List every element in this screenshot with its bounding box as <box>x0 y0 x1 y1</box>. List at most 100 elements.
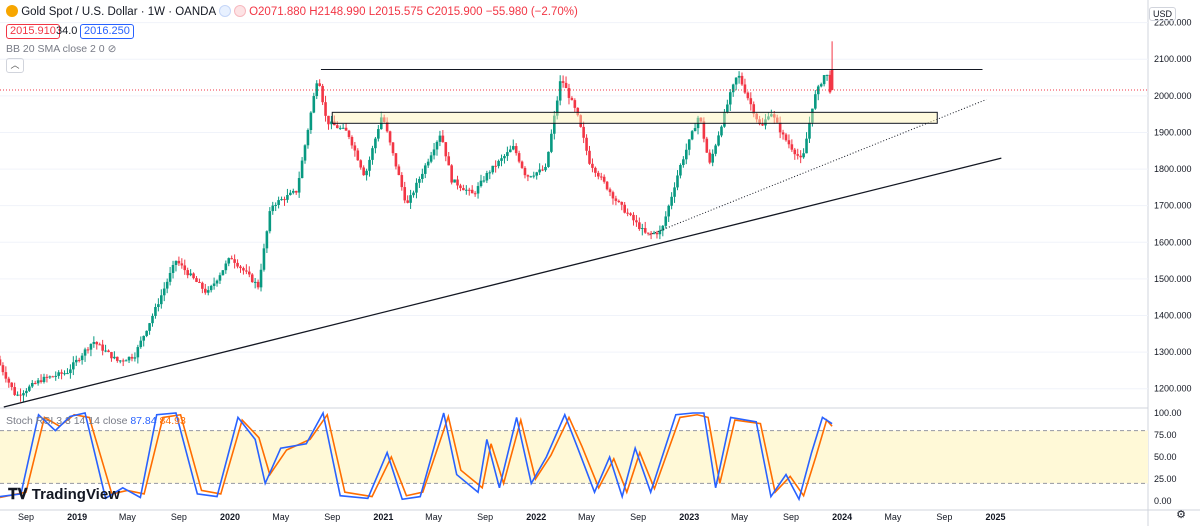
candle-body <box>253 281 257 283</box>
candle-body <box>121 360 125 362</box>
time-tick-label: 2021 <box>373 512 393 522</box>
candle-body <box>180 263 184 266</box>
candle-body <box>19 394 22 396</box>
stoch-d-line <box>0 412 833 499</box>
candle-body <box>136 347 140 358</box>
candle-body <box>45 376 49 378</box>
candle-body <box>385 121 389 132</box>
candle-body <box>497 160 500 167</box>
flag-icon[interactable] <box>233 5 246 17</box>
candle-body <box>421 173 424 179</box>
stoch-tick-label: 25.00 <box>1154 474 1177 484</box>
candle-body <box>397 166 401 176</box>
dotted-trendline <box>649 99 987 236</box>
bid-price-box[interactable]: 2015.910 <box>6 24 60 39</box>
candle-body <box>1 365 5 373</box>
time-tick-label: Sep <box>783 512 799 522</box>
candle-body <box>274 204 277 206</box>
stoch-k-value: 87.84 <box>130 415 157 427</box>
candle-body <box>500 158 503 161</box>
candle-body <box>22 393 25 396</box>
eye-off-icon[interactable]: ⊘ <box>107 43 117 55</box>
candle-body <box>547 151 550 167</box>
candle-body <box>233 259 236 263</box>
candle-body <box>89 343 93 350</box>
candle-body <box>189 273 192 276</box>
ohlc-values: O2071.880 H2148.990 L2015.575 C2015.900 … <box>249 6 578 18</box>
candle-body <box>83 349 87 356</box>
candle-body <box>139 340 143 348</box>
time-tick-label: 2022 <box>526 512 546 522</box>
candle-body <box>699 117 703 122</box>
candle-body <box>371 148 374 160</box>
eye-icon[interactable] <box>218 5 231 17</box>
candle-body <box>280 199 283 201</box>
candle-body <box>447 156 451 166</box>
candle-body <box>491 165 495 173</box>
legend-row: Gold Spot / U.S. Dollar · 1W · OANDA O20… <box>6 5 578 18</box>
candle-body <box>335 125 339 129</box>
candle-body <box>679 165 682 176</box>
candle-body <box>605 181 609 190</box>
price-tick-label: 1200.000 <box>1154 384 1192 394</box>
price-axis-panel <box>1148 0 1200 526</box>
candle-body <box>438 135 442 142</box>
candle-body <box>690 131 694 140</box>
symbol-title[interactable]: Gold Spot / U.S. Dollar · 1W · OANDA <box>21 6 216 18</box>
candle-body <box>529 176 533 178</box>
candle-body <box>737 75 741 78</box>
candle-body <box>63 373 66 375</box>
time-tick-label: 2019 <box>67 512 87 522</box>
candle-body <box>183 265 187 271</box>
candle-body <box>321 85 324 103</box>
candle-body <box>767 116 770 120</box>
candle-body <box>731 84 735 93</box>
candle-body <box>825 74 829 76</box>
support-trendline <box>3 157 1002 408</box>
candle-body <box>365 170 368 176</box>
candle-body <box>127 356 131 361</box>
time-tick-label: May <box>119 512 137 522</box>
settings-gear-icon[interactable]: ⚙ <box>1176 509 1186 521</box>
candle-body <box>110 352 113 359</box>
candle-body <box>362 167 365 176</box>
candle-body <box>514 146 518 154</box>
gold-symbol-icon[interactable] <box>6 5 18 17</box>
price-tick-label: 1800.000 <box>1154 164 1192 174</box>
candle-body <box>726 104 729 112</box>
candle-body <box>555 100 559 116</box>
candle-body <box>682 159 685 166</box>
stoch-tick-label: 75.00 <box>1154 430 1177 440</box>
candle-body <box>118 360 122 362</box>
candle-body <box>77 359 81 361</box>
candle-body <box>377 129 380 139</box>
time-tick-label: 2023 <box>679 512 699 522</box>
candle-body <box>520 161 524 168</box>
candle-body <box>822 75 826 85</box>
candle-body <box>805 138 808 154</box>
candle-body <box>409 195 412 203</box>
candle-body <box>816 86 820 95</box>
candle-body <box>250 274 254 283</box>
ask-price-box[interactable]: 2016.250 <box>80 24 134 39</box>
candle-body <box>289 192 292 196</box>
candle-body <box>482 180 486 182</box>
candle-body <box>312 96 316 113</box>
candle-body <box>268 211 272 232</box>
candle-body <box>790 144 794 150</box>
candle-body <box>157 304 160 308</box>
collapse-chevron-icon[interactable]: ︿ <box>6 58 24 73</box>
candle-body <box>802 153 805 158</box>
currency-button[interactable]: USD <box>1148 7 1176 21</box>
time-tick-label: Sep <box>630 512 646 522</box>
candle-body <box>271 205 275 212</box>
candle-body <box>353 145 357 151</box>
candle-body <box>532 175 536 177</box>
candle-body <box>57 372 60 376</box>
candle-body <box>746 92 750 99</box>
candle-body <box>465 189 468 191</box>
candle-body <box>148 323 151 331</box>
candle-body <box>423 165 427 174</box>
candle-body <box>145 330 148 336</box>
